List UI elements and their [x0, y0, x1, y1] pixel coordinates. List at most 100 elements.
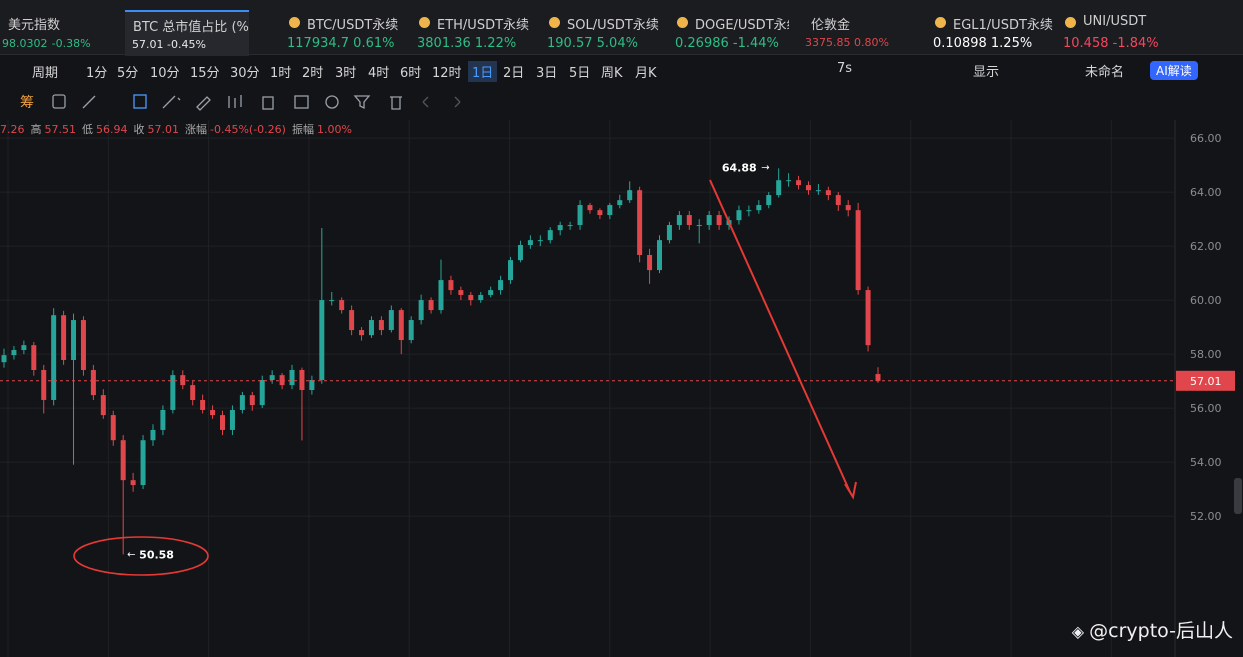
ticker-quote: 10.458 -1.84% [1063, 36, 1159, 51]
toolbar-item[interactable]: AI解读 [1150, 61, 1198, 80]
candle-body [229, 409, 235, 430]
toolbar-item[interactable]: 显示 [973, 65, 1000, 80]
interval-button[interactable]: 5日 [569, 66, 591, 81]
candle-body [180, 375, 186, 386]
candle-body [488, 290, 494, 295]
toolbar-item[interactable]: 未命名 [1085, 65, 1125, 80]
ticker-price: 98.0302 [2, 37, 48, 50]
ticker-tab[interactable]: 伦敦金 3375.85 0.80% [803, 10, 927, 54]
ticker-quote: 117934.7 0.61% [287, 36, 394, 51]
candle-body [160, 409, 166, 430]
interval-button[interactable]: 周期 [32, 66, 59, 81]
candle-body [359, 330, 365, 336]
ticker-name: SOL/USDT永续 [567, 18, 659, 33]
toolbar: 周期 1分 5分 10分 15分 30分 1时 2时 3时 4时 6时 12时 1日 2日 3日 5日 周K 月K… [0, 56, 1243, 84]
candle-body [279, 375, 285, 386]
info-value: 57.26 [0, 123, 25, 136]
interval-button[interactable]: 周K [601, 66, 623, 81]
candle-body [557, 225, 563, 231]
ticker-change: 5.04% [596, 36, 638, 51]
candle-body [776, 180, 782, 196]
ticker-tab[interactable]: 美元指数 98.0302 -0.38% [0, 10, 124, 54]
candle-body [478, 294, 484, 301]
candle-body [527, 240, 533, 246]
candle-body [666, 225, 672, 241]
candle-body [200, 399, 206, 410]
y-tick-label: 62.00 [1190, 240, 1222, 253]
ticker-tab[interactable]: UNI/USDT 10.458 -1.84% [1061, 10, 1185, 54]
candle-body [547, 230, 553, 241]
candle-body [617, 200, 623, 206]
ticker-tab[interactable]: ETH/USDT永续 3801.36 1.22% [415, 10, 539, 54]
ticker-tab[interactable]: SOL/USDT永续 190.57 5.04% [545, 10, 669, 54]
candle-body [11, 350, 17, 356]
interval-button[interactable]: 月K [635, 66, 657, 81]
candle-body [428, 300, 434, 311]
interval-button[interactable]: 15分 [190, 66, 220, 81]
ticker-price: 3801.36 [417, 36, 471, 51]
candle-body [269, 375, 275, 380]
candle-body [805, 185, 811, 191]
coin-icon [419, 17, 430, 28]
candle-body [408, 320, 414, 341]
ticker-tab[interactable]: DOGE/USDT永续 0.26986 -1.44% [673, 10, 789, 54]
interval-button[interactable]: 12时 [432, 66, 462, 81]
ticker-tab[interactable]: BTC/USDT永续 117934.7 0.61% [285, 10, 409, 54]
toolbar-item[interactable]: 7s [837, 61, 853, 76]
interval-button[interactable]: 1时 [270, 66, 292, 81]
high-marker: 64.88 [722, 161, 757, 174]
interval-button[interactable]: 1分 [86, 66, 108, 81]
candle-body [170, 375, 176, 410]
y-tick-label: 58.00 [1190, 348, 1222, 361]
interval-button[interactable]: 4时 [368, 66, 390, 81]
ticker-change: 1.22% [474, 36, 517, 51]
candle-body [448, 280, 454, 291]
candle-body [796, 180, 802, 186]
ticker-tab[interactable]: EGL1/USDT永续 0.10898 1.25% [931, 10, 1055, 54]
candle-body [71, 320, 77, 361]
candle-body [418, 300, 424, 321]
interval-button[interactable]: 6时 [400, 66, 422, 81]
annotation-circle [73, 536, 209, 576]
info-value: -0.45%(-0.26) [210, 123, 286, 136]
annotation-arrow [709, 179, 851, 493]
annotation-arrowhead [844, 481, 857, 500]
candle-body [766, 195, 772, 206]
ticker-name: BTC/USDT永续 [307, 18, 399, 33]
ticker-quote: 98.0302 -0.38% [2, 36, 91, 51]
candle-body [438, 280, 444, 311]
ohlc-info: 57.26 高57.51 低56.94 收57.01 涨幅-0.45%(-0.26) 振幅… [0, 121, 358, 137]
chip-tool[interactable]: 筹 [20, 95, 34, 111]
ticker-name: 伦敦金 [811, 18, 851, 33]
candle-body [90, 370, 96, 396]
info-label: 低 [82, 123, 93, 136]
interval-button[interactable]: 3时 [335, 66, 357, 81]
candle-body [845, 205, 851, 211]
ticker-name: 美元指数 [8, 18, 61, 33]
ticker-price: 190.57 [547, 36, 593, 51]
interval-button[interactable]: 2日 [503, 66, 525, 81]
interval-button[interactable]: 5分 [117, 66, 139, 81]
interval-button[interactable]: 3日 [536, 66, 558, 81]
ticker-quote: 0.26986 -1.44% [675, 36, 779, 51]
interval-button[interactable]: 10分 [150, 66, 180, 81]
candle-body [865, 290, 871, 346]
scroll-handle[interactable] [1234, 478, 1242, 514]
last-price-tag [1176, 370, 1235, 391]
candle-body [259, 379, 265, 406]
candle-body [220, 415, 225, 430]
ticker-tab[interactable]: BTC 总市值占比 (%) 57.01 -0.45% [125, 10, 249, 56]
y-tick-label: 54.00 [1190, 456, 1222, 469]
candle-body [289, 370, 295, 386]
interval-button[interactable]: 30分 [230, 66, 260, 81]
candle-body [825, 190, 831, 196]
candle-body [607, 205, 613, 216]
candle-body [875, 374, 881, 381]
candle-body [378, 320, 384, 331]
info-value: 57.01 [147, 123, 180, 136]
interval-button[interactable]: 2时 [302, 66, 324, 81]
candle-body [309, 379, 315, 390]
interval-button[interactable]: 1日 [468, 61, 498, 82]
low-marker: 50.58 [139, 548, 174, 561]
candle-body [508, 260, 514, 281]
